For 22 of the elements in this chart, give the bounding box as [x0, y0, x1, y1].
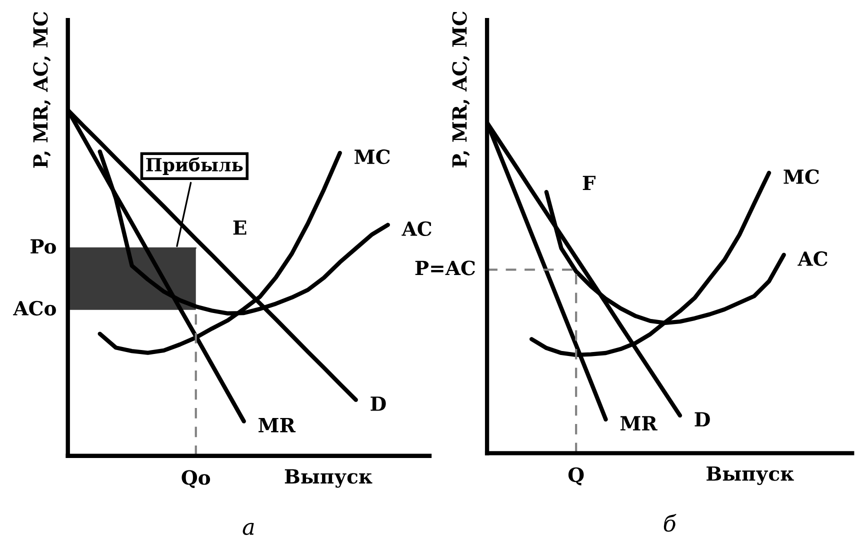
y-axis-title: P, MR, AC, MC: [452, 12, 470, 168]
series-label: MC: [784, 169, 819, 184]
y-axis-title: P, MR, AC, MC: [33, 12, 51, 168]
series-label: AC: [402, 221, 432, 236]
annotation: E: [233, 220, 246, 235]
series-label: D: [694, 412, 710, 426]
x-axis-title: Выпуск: [706, 466, 794, 485]
series-label: MR: [620, 416, 658, 430]
series-label: MC: [354, 149, 390, 164]
annotation: Прибыль: [146, 157, 243, 175]
text: Po: [30, 239, 56, 254]
series-label: D: [370, 396, 386, 411]
text: Qo: [182, 470, 210, 488]
text: Q: [568, 467, 584, 486]
text: а: [242, 522, 254, 536]
x-axis-title: Выпуск: [284, 469, 372, 488]
text: ACo: [13, 300, 56, 316]
annotation: F: [582, 176, 596, 190]
text: б: [664, 514, 676, 532]
ref-line-label: P=AC: [415, 260, 475, 276]
series-label: MR: [258, 418, 296, 432]
series-label: AC: [798, 251, 828, 266]
